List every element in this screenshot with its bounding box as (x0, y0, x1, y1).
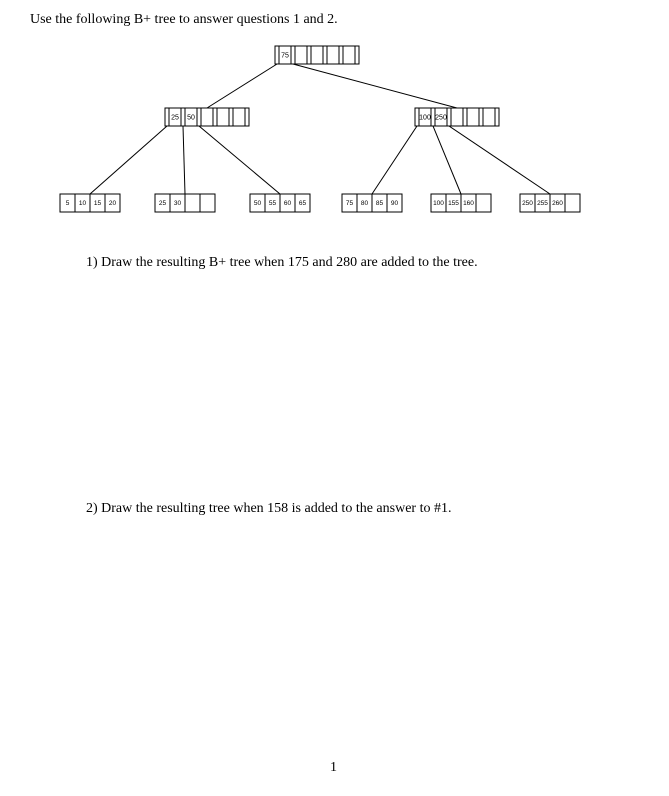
tree-edge (183, 126, 185, 194)
node-key: 250 (522, 200, 533, 207)
tree-edge (433, 126, 461, 194)
node-key: 50 (254, 200, 262, 207)
node-key: 25 (159, 200, 167, 207)
internal-node: 100 250 (415, 108, 499, 126)
node-key: 5 (66, 200, 70, 207)
node-key: 25 (171, 114, 179, 121)
page-number: 1 (330, 760, 337, 776)
leaf-node: 50 55 60 65 (250, 194, 310, 212)
tree-edge (372, 126, 417, 194)
tree-edge (90, 126, 167, 194)
node-key: 90 (391, 200, 399, 207)
node-key: 30 (174, 200, 182, 207)
node-key: 85 (376, 200, 384, 207)
node-key: 160 (463, 200, 474, 207)
question-1: 1) Draw the resulting B+ tree when 175 a… (86, 255, 478, 271)
node-key: 65 (299, 200, 307, 207)
node-key: 10 (79, 200, 87, 207)
node-key: 80 (361, 200, 369, 207)
node-key: 15 (94, 200, 102, 207)
internal-node: 75 (275, 46, 359, 64)
node-key: 155 (448, 200, 459, 207)
node-key: 260 (552, 200, 563, 207)
internal-node: 25 50 (165, 108, 249, 126)
tree-edge (207, 64, 277, 108)
leaf-node: 25 30 (155, 194, 215, 212)
node-key: 50 (187, 114, 195, 121)
node-key: 55 (269, 200, 277, 207)
leaf-node: 75 80 85 90 (342, 194, 402, 212)
node-key: 100 (419, 114, 431, 121)
bplus-tree-diagram: 75 25 50 100 250 5 10 15 20 25 30 50 55 60 65 75 80 85 90 1… (0, 0, 669, 240)
leaf-node: 250 255 260 (520, 194, 580, 212)
question-2: 2) Draw the resulting tree when 158 is a… (86, 501, 451, 517)
node-key: 60 (284, 200, 292, 207)
node-key: 75 (346, 200, 354, 207)
node-key: 20 (109, 200, 117, 207)
page: Use the following B+ tree to answer ques… (0, 0, 669, 796)
node-key: 75 (281, 52, 289, 59)
node-key: 250 (435, 114, 447, 121)
node-key: 255 (537, 200, 548, 207)
tree-edge (449, 126, 550, 194)
node-key: 100 (433, 200, 444, 207)
tree-edge (293, 64, 457, 108)
leaf-node: 100 155 160 (431, 194, 491, 212)
leaf-node: 5 10 15 20 (60, 194, 120, 212)
tree-edge (199, 126, 280, 194)
